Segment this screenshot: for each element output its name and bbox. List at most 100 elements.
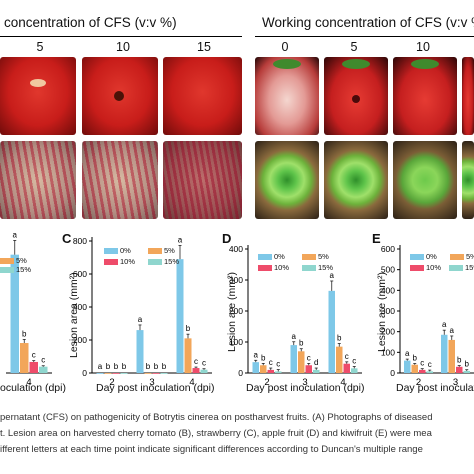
bar	[144, 373, 152, 374]
y-tick-label: 200	[229, 306, 243, 316]
figure-caption-line-3: ifferent letters at each time point indi…	[0, 444, 423, 455]
significance-letter: b	[413, 353, 418, 362]
bar	[328, 290, 335, 373]
significance-letter: c	[194, 357, 198, 366]
apple-photo-10	[82, 141, 158, 219]
legend-label: 10%	[274, 263, 290, 272]
y-tick-label: 0	[82, 368, 87, 378]
significance-letter: c	[32, 351, 36, 360]
strawberry-photo-5	[324, 57, 388, 135]
significance-letter: a	[442, 320, 447, 329]
panel-label-e: E	[372, 231, 381, 246]
legend-swatch	[302, 254, 316, 261]
x-tick-label: 3	[149, 377, 154, 388]
bar	[290, 345, 297, 373]
legend-swatch	[104, 248, 118, 255]
legend-label: 5%	[318, 252, 329, 261]
y-tick-label: 300	[229, 275, 243, 285]
bar	[305, 365, 312, 373]
legend-swatch	[148, 259, 162, 266]
kiwifruit-photo-partial	[462, 141, 474, 219]
bar	[313, 369, 320, 373]
strawberry-lesion	[352, 95, 360, 103]
bar	[176, 259, 184, 373]
bar	[96, 373, 104, 374]
bar	[20, 343, 29, 373]
bar	[120, 373, 128, 374]
legend-entry: 15%	[302, 263, 333, 272]
bar	[136, 330, 144, 373]
bar	[426, 371, 433, 373]
bar	[260, 365, 267, 373]
tomato-photo-10	[82, 57, 158, 135]
legend-swatch	[0, 258, 14, 265]
legend-entry: 15%	[448, 263, 474, 272]
significance-letter: c	[202, 359, 206, 368]
apple-photo-5	[0, 141, 76, 219]
strawberry-photo-10	[393, 57, 457, 135]
legend-swatch	[302, 265, 316, 272]
bar	[29, 361, 38, 373]
x-tick-label: 4	[340, 377, 345, 388]
significance-letter: b	[186, 324, 191, 333]
significance-letter: c	[420, 359, 424, 368]
strawberry-photo-0	[255, 57, 319, 135]
legend-entry: 5%	[302, 252, 329, 261]
significance-letter: a	[178, 235, 183, 244]
legend-swatch	[258, 265, 272, 272]
y-tick-label: 200	[73, 335, 87, 345]
x-tick-label: 3	[453, 377, 458, 388]
legend-b: 5% 15%	[0, 256, 31, 274]
bar	[152, 373, 160, 374]
bar	[456, 366, 463, 373]
bar	[192, 368, 200, 373]
significance-letter: a	[13, 230, 18, 239]
legend-entry: 5%	[450, 252, 474, 261]
y-tick-label: 600	[381, 244, 395, 254]
legend-swatch	[410, 265, 424, 272]
y-tick-label: 0	[390, 368, 395, 378]
legend-entry: 0%	[104, 246, 142, 255]
significance-letter: b	[299, 339, 304, 348]
bar	[343, 363, 350, 373]
strawberry-calyx	[342, 59, 370, 69]
bar	[104, 373, 112, 374]
significance-letter: c	[269, 358, 273, 367]
legend-swatch	[410, 254, 424, 261]
y-tick-label: 400	[73, 302, 87, 312]
legend-d: 0% 5% 10% 15%	[258, 252, 344, 272]
legend-label: 0%	[274, 252, 285, 261]
panel-label-c: C	[62, 231, 72, 246]
significance-letter: a	[138, 315, 143, 324]
significance-letter: b	[154, 362, 159, 371]
legend-entry-15: 15%	[0, 265, 31, 274]
significance-letter: b	[457, 356, 462, 365]
tomato-photo-5	[0, 57, 76, 135]
significance-letter: c	[307, 353, 311, 362]
significance-letter: b	[114, 362, 119, 371]
legend-label: 15%	[318, 263, 334, 272]
legend-swatch	[258, 254, 272, 261]
legend-entry: 10%	[410, 263, 443, 272]
legend-entry: 5%	[148, 246, 175, 255]
significance-letter: b	[337, 333, 342, 342]
legend-swatch	[448, 265, 463, 272]
x-tick-label: 2	[416, 377, 421, 388]
significance-letter: a	[98, 362, 103, 371]
significance-letter: c	[428, 360, 432, 369]
legend-swatch	[450, 254, 464, 261]
significance-letter: a	[254, 350, 259, 359]
y-tick-label: 400	[229, 244, 243, 254]
col-label-10: 10	[116, 40, 130, 54]
bar	[39, 366, 48, 373]
bar	[200, 369, 208, 373]
y-tick-label: 800	[73, 236, 87, 246]
bar	[112, 373, 120, 374]
bar	[275, 371, 282, 373]
header-left-rule	[0, 36, 242, 37]
significance-letter: b	[106, 362, 111, 371]
kiwifruit-photo-0	[255, 141, 319, 219]
x-tick-label: 4	[26, 377, 31, 388]
significance-letter: c	[41, 356, 45, 365]
